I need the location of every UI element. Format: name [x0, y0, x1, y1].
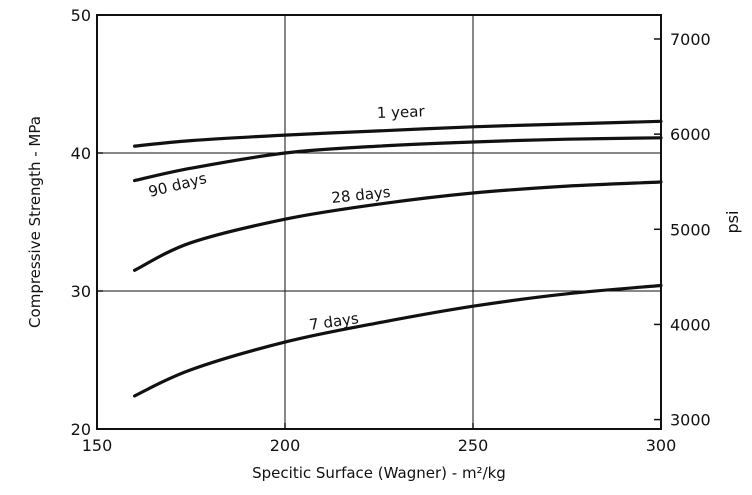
x-tick-label: 250 — [458, 436, 489, 455]
x-tick-label: 200 — [270, 436, 301, 455]
series-label-90-days: 90 days — [147, 169, 209, 201]
y2-tick-label: 5000 — [670, 220, 711, 239]
y2-tick-label: 7000 — [670, 30, 711, 49]
x-tick-label: 300 — [646, 436, 677, 455]
y-tick-label: 30 — [71, 282, 91, 301]
series-line-1-year — [133, 119, 663, 148]
y2-tick-label: 3000 — [670, 411, 711, 430]
series-line-90-days — [133, 136, 663, 183]
series-line-7-days — [133, 283, 663, 398]
axis-ticks: 150 200 250 300 20 30 40 50 3000 4000 5000 6000 7000 — [71, 6, 711, 455]
y-tick-label: 50 — [71, 6, 91, 25]
y2-axis-title: psi — [723, 211, 742, 234]
grid-lines — [97, 15, 661, 429]
x-tick-label: 150 — [82, 436, 113, 455]
x-axis-title: Specitic Surface (Wagner) - m²/kg — [252, 464, 506, 482]
y2-tick-label: 4000 — [670, 315, 711, 334]
series-curves — [133, 119, 663, 398]
plot-frame — [96, 14, 662, 430]
y2-tick-label: 6000 — [670, 125, 711, 144]
series-label-7-days: 7 days — [308, 309, 360, 334]
y-tick-label: 20 — [71, 420, 91, 439]
series-line-28-days — [133, 180, 663, 272]
y-tick-label: 40 — [71, 144, 91, 163]
y-axis-title: Compressive Strength - MPa — [26, 116, 44, 328]
series-label-1-year: 1 year — [377, 102, 426, 122]
